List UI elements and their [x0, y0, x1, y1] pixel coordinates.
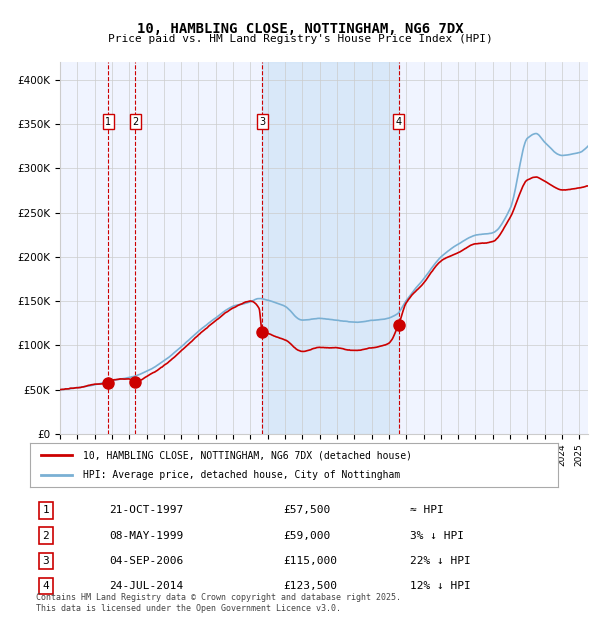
- Text: 2: 2: [132, 117, 139, 126]
- Text: 3% ↓ HPI: 3% ↓ HPI: [410, 531, 464, 541]
- Text: £115,000: £115,000: [283, 556, 337, 566]
- Text: ≈ HPI: ≈ HPI: [410, 505, 444, 515]
- Text: 08-MAY-1999: 08-MAY-1999: [109, 531, 184, 541]
- Text: £59,000: £59,000: [283, 531, 331, 541]
- Text: Price paid vs. HM Land Registry's House Price Index (HPI): Price paid vs. HM Land Registry's House …: [107, 34, 493, 44]
- Bar: [262, 62, 398, 434]
- Text: 3: 3: [43, 556, 49, 566]
- Text: 21-OCT-1997: 21-OCT-1997: [109, 505, 184, 515]
- Text: 1: 1: [106, 117, 112, 126]
- Text: 4: 4: [43, 581, 49, 591]
- Text: 4: 4: [395, 117, 401, 126]
- Text: HPI: Average price, detached house, City of Nottingham: HPI: Average price, detached house, City…: [83, 469, 400, 479]
- Text: 10, HAMBLING CLOSE, NOTTINGHAM, NG6 7DX (detached house): 10, HAMBLING CLOSE, NOTTINGHAM, NG6 7DX …: [83, 451, 412, 461]
- Text: Contains HM Land Registry data © Crown copyright and database right 2025.
This d: Contains HM Land Registry data © Crown c…: [36, 593, 401, 613]
- Text: 22% ↓ HPI: 22% ↓ HPI: [410, 556, 471, 566]
- Text: 24-JUL-2014: 24-JUL-2014: [109, 581, 184, 591]
- Text: 12% ↓ HPI: 12% ↓ HPI: [410, 581, 471, 591]
- Text: 3: 3: [259, 117, 265, 126]
- Text: £123,500: £123,500: [283, 581, 337, 591]
- Text: 1: 1: [43, 505, 49, 515]
- Text: 2: 2: [43, 531, 49, 541]
- Text: 04-SEP-2006: 04-SEP-2006: [109, 556, 184, 566]
- Text: £57,500: £57,500: [283, 505, 331, 515]
- Text: 10, HAMBLING CLOSE, NOTTINGHAM, NG6 7DX: 10, HAMBLING CLOSE, NOTTINGHAM, NG6 7DX: [137, 22, 463, 36]
